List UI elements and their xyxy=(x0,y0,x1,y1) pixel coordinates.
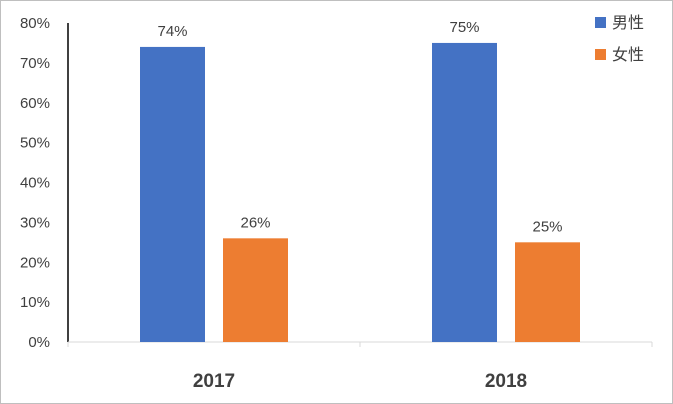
bar xyxy=(140,46,205,343)
legend-label: 男性 xyxy=(612,13,644,32)
x-category-label: 2018 xyxy=(485,371,527,392)
legend-label: 女性 xyxy=(612,45,644,64)
x-category-label: 2017 xyxy=(193,371,235,392)
y-tick-label: 80% xyxy=(20,15,50,32)
bar xyxy=(223,238,288,342)
y-tick-label: 0% xyxy=(28,334,50,351)
bars xyxy=(140,42,580,343)
y-tick-label: 40% xyxy=(20,175,50,192)
y-tick-label: 60% xyxy=(20,95,50,112)
data-label: 75% xyxy=(449,19,479,36)
y-tick-label: 50% xyxy=(20,135,50,152)
data-label: 26% xyxy=(240,214,270,231)
y-tick-label: 20% xyxy=(20,254,50,271)
y-axis: 0% 10% 20% 30% 40% 50% 60% 70% 80% xyxy=(20,15,69,351)
y-tick-label: 10% xyxy=(20,294,50,311)
data-label: 25% xyxy=(532,218,562,235)
data-labels: 74% 26% 75% 25% xyxy=(157,19,562,235)
bar xyxy=(515,242,580,342)
legend-swatch xyxy=(595,17,606,28)
bar xyxy=(432,42,497,342)
y-tick-label: 70% xyxy=(20,55,50,72)
legend-swatch xyxy=(595,49,606,60)
y-tick-label: 30% xyxy=(20,214,50,231)
data-label: 74% xyxy=(157,23,187,40)
x-axis: 2017 2018 xyxy=(67,341,653,392)
